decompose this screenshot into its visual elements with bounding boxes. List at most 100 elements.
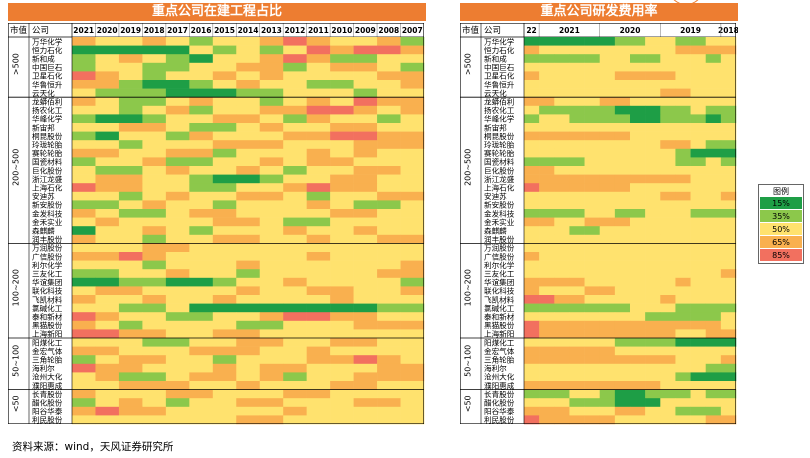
heatmap-cell: [306, 329, 331, 339]
heatmap-cell: [306, 372, 331, 382]
heatmap-cell: [660, 209, 676, 218]
heatmap-cell: [377, 346, 401, 356]
heatmap-cell: [189, 209, 214, 218]
legend-swatch: [760, 223, 802, 235]
heatmap-cell: [720, 406, 737, 416]
heatmap-cell: [283, 355, 307, 365]
heatmap-cell: [118, 406, 143, 416]
heatmap-cell: [306, 123, 331, 132]
heatmap-cell: [569, 312, 585, 322]
heatmap-cell: [400, 355, 425, 365]
heatmap-cell: [569, 191, 585, 201]
heatmap-cell: [569, 71, 585, 81]
heatmap-cell: [259, 303, 284, 313]
heatmap-cell: [165, 183, 190, 193]
heatmap-cell: [283, 363, 307, 373]
heatmap-cell: [118, 62, 143, 72]
heatmap-cell: [236, 183, 261, 193]
heatmap-cell: [165, 209, 190, 218]
heatmap-cell: [377, 174, 401, 184]
heatmap-cell: [569, 372, 585, 382]
heatmap-cell: [165, 320, 190, 330]
column-header: 2013: [261, 26, 282, 35]
company-label: 长青股份: [484, 389, 515, 399]
heatmap-cell: [400, 415, 425, 425]
heatmap-cell: [630, 54, 646, 64]
heatmap-cell: [614, 295, 631, 304]
heatmap-cell: [660, 381, 676, 390]
heatmap-cell: [400, 406, 425, 416]
heatmap-cell: [259, 389, 284, 399]
heatmap-cell: [165, 338, 190, 347]
heatmap-cell: [554, 131, 570, 141]
header-market-cap: 市值: [10, 25, 28, 36]
column-header: 2018: [144, 26, 165, 35]
heatmap-cell: [524, 406, 540, 416]
heatmap-cell: [614, 320, 631, 330]
heatmap-cell: [569, 234, 585, 244]
heatmap-cell: [118, 234, 143, 244]
heatmap-cell: [554, 234, 570, 244]
heatmap-cell: [142, 243, 167, 253]
heatmap-cell: [599, 88, 616, 98]
heatmap-cell: [584, 406, 601, 416]
heatmap-cell: [212, 234, 237, 244]
heatmap-cell: [330, 355, 354, 365]
heatmap-cell: [330, 123, 354, 132]
heatmap-cell: [212, 312, 237, 322]
heatmap-cell: [212, 174, 237, 184]
heatmap-cell: [720, 226, 737, 236]
heatmap-cell: [353, 303, 378, 313]
heatmap-cell: [630, 88, 646, 98]
heatmap-cell: [306, 406, 331, 416]
heatmap-cell: [330, 105, 354, 115]
heatmap-cell: [690, 37, 707, 46]
heatmap-cell: [165, 295, 190, 304]
heatmap-cell: [539, 329, 555, 339]
heatmap-cell: [720, 191, 737, 201]
heatmap-cell: [283, 105, 307, 115]
heatmap-cell: [554, 277, 570, 287]
heatmap-cell: [645, 114, 661, 124]
heatmap-cell: [720, 209, 737, 218]
heatmap-cell: [189, 131, 214, 141]
heatmap-cell: [118, 389, 143, 399]
heatmap-cell: [720, 37, 737, 46]
heatmap-cell: [690, 148, 707, 158]
heatmap-cell: [630, 260, 646, 270]
heatmap-cell: [524, 45, 540, 55]
heatmap-cell: [584, 389, 601, 399]
heatmap-cell: [554, 363, 570, 373]
heatmap-cell: [142, 329, 167, 339]
heatmap-cell: [645, 363, 661, 373]
heatmap-cell: [400, 54, 425, 64]
heatmap-cell: [705, 148, 722, 158]
heatmap-cell: [599, 398, 616, 408]
heatmap-cell: [645, 269, 661, 279]
company-label: 黑猫股份: [484, 320, 515, 330]
heatmap-cell: [630, 286, 646, 296]
heatmap-cell: [259, 45, 284, 55]
heatmap-cell: [72, 209, 96, 218]
heatmap-cell: [353, 406, 378, 416]
heatmap-cell: [539, 277, 555, 287]
heatmap-cell: [165, 389, 190, 399]
heatmap-cell: [142, 71, 167, 81]
heatmap-cell: [645, 200, 661, 210]
heatmap-cell: [569, 269, 585, 279]
column-header: 2021: [559, 26, 580, 35]
heatmap-cell: [705, 217, 722, 227]
heatmap-cell: [306, 415, 331, 425]
heatmap-cell: [720, 80, 737, 89]
company-label: 广信股份: [32, 251, 63, 261]
heatmap-cell: [645, 131, 661, 141]
heatmap-cell: [212, 62, 237, 72]
heatmap-cell: [259, 346, 284, 356]
heatmap-cell: [584, 346, 601, 356]
heatmap-cell: [720, 174, 737, 184]
company-label: 安迪苏: [484, 191, 507, 201]
heatmap-cell: [630, 372, 646, 382]
heatmap-cell: [212, 97, 237, 107]
heatmap-cell: [142, 131, 167, 141]
heatmap-cell: [118, 209, 143, 218]
